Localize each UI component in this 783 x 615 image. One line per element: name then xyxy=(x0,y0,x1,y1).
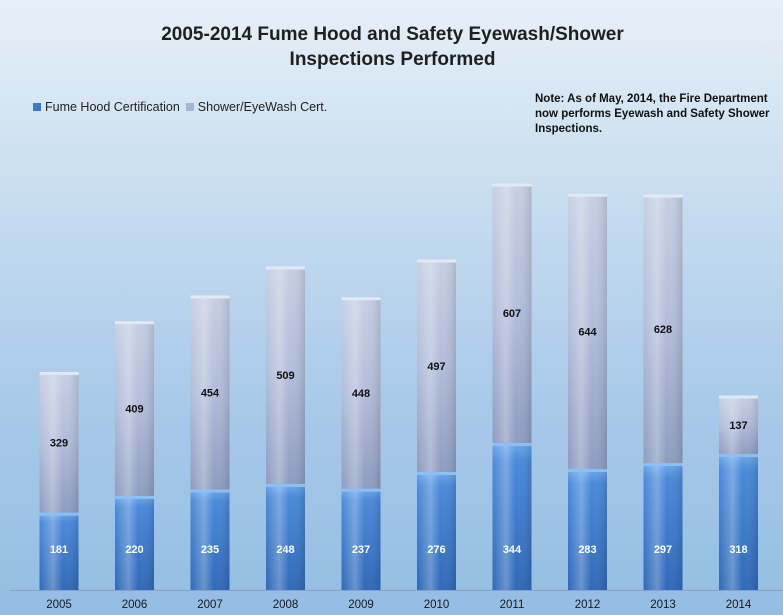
x-tick-label-2010: 2010 xyxy=(424,599,450,611)
legend-item-shower-eyewash: Shower/EyeWash Cert. xyxy=(185,100,328,114)
bar-cap-shower-eyewash-2011 xyxy=(492,183,532,187)
data-label-shower-eyewash-2011: 607 xyxy=(503,308,521,320)
legend-item-fume-hood: Fume Hood Certification xyxy=(33,100,180,114)
chart-note: Note: As of May, 2014, the Fire Departme… xyxy=(535,93,770,135)
bar-shine-shower-eyewash-2014 xyxy=(719,395,758,455)
bar-cap-fume-hood-2011 xyxy=(492,442,532,446)
x-tick-label-2009: 2009 xyxy=(348,599,374,611)
bar-shine-shower-eyewash-2005 xyxy=(39,371,79,513)
bar-cap-shower-eyewash-2010 xyxy=(417,259,456,263)
bar-shine-shower-eyewash-2010 xyxy=(417,259,456,473)
chart-title-line-1: 2005-2014 Fume Hood and Safety Eyewash/S… xyxy=(161,24,624,45)
bar-cap-shower-eyewash-2008 xyxy=(266,266,305,270)
bar-shine-shower-eyewash-2013 xyxy=(643,194,683,464)
bar-cap-shower-eyewash-2014 xyxy=(719,395,758,399)
data-label-shower-eyewash-2005: 329 xyxy=(50,437,68,449)
data-label-fume-hood-2012: 283 xyxy=(578,544,596,556)
data-label-fume-hood-2006: 220 xyxy=(125,544,143,556)
legend-label-shower-eyewash: Shower/EyeWash Cert. xyxy=(197,100,328,114)
bar-shine-fume-hood-2010 xyxy=(417,472,456,590)
x-tick-label-2006: 2006 xyxy=(122,599,148,611)
x-tick-label-2008: 2008 xyxy=(273,599,299,611)
bar-cap-fume-hood-2008 xyxy=(266,483,305,487)
data-label-shower-eyewash-2007: 454 xyxy=(201,387,220,399)
bar-shine-fume-hood-2008 xyxy=(266,483,305,590)
data-label-fume-hood-2005: 181 xyxy=(50,544,68,556)
bar-cap-fume-hood-2006 xyxy=(115,495,154,499)
bar-shine-fume-hood-2011 xyxy=(492,442,532,590)
x-tick-label-2005: 2005 xyxy=(46,599,72,611)
data-label-fume-hood-2011: 344 xyxy=(503,544,522,556)
data-label-shower-eyewash-2013: 628 xyxy=(654,324,672,336)
bar-cap-fume-hood-2010 xyxy=(417,472,456,476)
bar-cap-shower-eyewash-2012 xyxy=(568,193,607,197)
bar-shine-fume-hood-2012 xyxy=(568,469,607,590)
legend: Fume Hood Certification Shower/EyeWash C… xyxy=(33,100,333,114)
data-label-fume-hood-2008: 248 xyxy=(276,544,294,556)
bar-shine-shower-eyewash-2011 xyxy=(492,183,532,443)
bar-shine-fume-hood-2006 xyxy=(115,495,154,590)
data-label-shower-eyewash-2009: 448 xyxy=(352,388,370,400)
chart-title: 2005-2014 Fume Hood and Safety Eyewash/S… xyxy=(100,22,685,72)
x-tick-label-2007: 2007 xyxy=(197,599,223,611)
x-tick-label-2013: 2013 xyxy=(650,599,676,611)
bar-shine-shower-eyewash-2009 xyxy=(341,297,381,489)
bar-cap-fume-hood-2014 xyxy=(719,454,758,458)
bar-shine-fume-hood-2013 xyxy=(643,463,683,590)
data-label-fume-hood-2014: 318 xyxy=(729,544,747,556)
bar-shine-shower-eyewash-2008 xyxy=(266,266,305,484)
bar-shine-shower-eyewash-2006 xyxy=(115,321,154,496)
bar-shine-fume-hood-2005 xyxy=(39,512,79,590)
data-label-shower-eyewash-2014: 137 xyxy=(729,420,747,432)
data-label-shower-eyewash-2010: 497 xyxy=(427,361,445,373)
bar-shine-shower-eyewash-2007 xyxy=(190,295,230,490)
bar-shine-fume-hood-2014 xyxy=(719,454,758,590)
bar-shine-fume-hood-2009 xyxy=(341,488,381,590)
data-label-fume-hood-2010: 276 xyxy=(427,544,445,556)
bar-cap-fume-hood-2009 xyxy=(341,488,381,492)
data-label-shower-eyewash-2008: 509 xyxy=(276,370,294,382)
x-tick-label-2012: 2012 xyxy=(575,599,601,611)
data-label-shower-eyewash-2006: 409 xyxy=(125,404,143,416)
x-tick-label-2011: 2011 xyxy=(500,599,525,611)
data-label-fume-hood-2013: 297 xyxy=(654,544,672,556)
bar-cap-fume-hood-2005 xyxy=(39,512,79,516)
bar-cap-shower-eyewash-2006 xyxy=(115,321,154,325)
bar-cap-fume-hood-2013 xyxy=(643,463,683,467)
legend-swatch-fume-hood xyxy=(33,103,41,111)
bar-cap-fume-hood-2012 xyxy=(568,469,607,473)
legend-label-fume-hood: Fume Hood Certification xyxy=(45,100,180,114)
bar-cap-shower-eyewash-2013 xyxy=(643,194,683,198)
bar-cap-fume-hood-2007 xyxy=(190,489,230,493)
chart-title-line-2: Inspections Performed xyxy=(289,49,496,70)
bar-cap-shower-eyewash-2007 xyxy=(190,295,230,299)
bar-shine-fume-hood-2007 xyxy=(190,489,230,590)
data-label-fume-hood-2009: 237 xyxy=(352,544,370,556)
legend-swatch-shower-eyewash xyxy=(185,103,194,111)
x-tick-label-2014: 2014 xyxy=(726,599,752,611)
bar-shine-shower-eyewash-2012 xyxy=(568,193,607,470)
data-label-fume-hood-2007: 235 xyxy=(201,544,219,556)
data-label-shower-eyewash-2012: 644 xyxy=(578,326,597,338)
bar-cap-shower-eyewash-2009 xyxy=(341,297,381,301)
bar-cap-shower-eyewash-2005 xyxy=(39,371,79,375)
